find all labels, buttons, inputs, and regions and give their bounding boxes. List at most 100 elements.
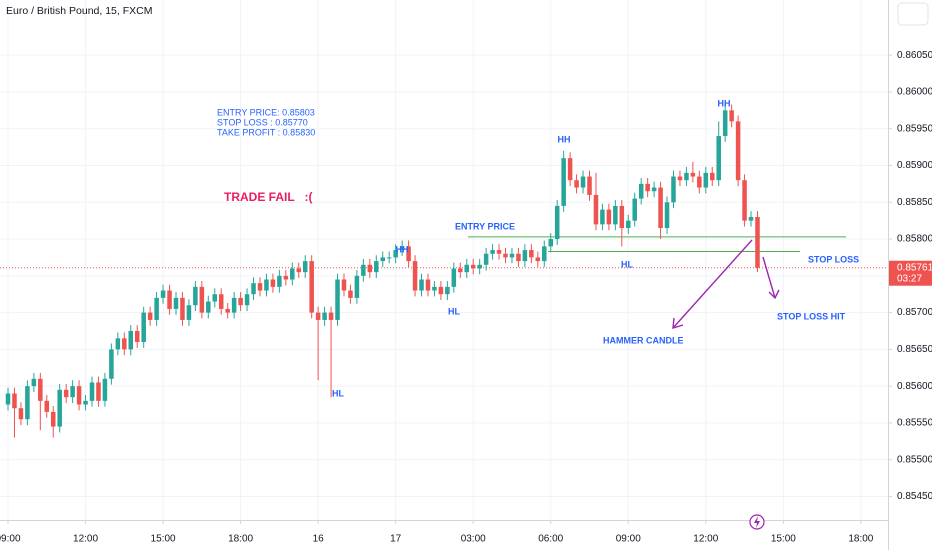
candle-body [671,176,676,203]
candle-body [574,180,579,188]
arrow-head [768,289,780,300]
candle-body [89,382,95,401]
candle-body [160,290,166,298]
candle-body [83,400,88,405]
x-tick-label: 18:00 [848,534,873,545]
candle-body [755,216,760,268]
candle-body [548,239,553,247]
candle-body [38,378,43,401]
arrow-head [672,317,684,329]
candle-body [206,301,211,313]
arrows [672,239,780,329]
candle-body [122,338,127,350]
swing-label: HL [621,259,633,269]
candle-body [619,205,625,229]
candle-body [748,216,754,221]
candle-body [218,294,224,309]
x-tick-label: 16 [313,534,325,545]
y-tick-label: 0.85800 [897,234,932,245]
x-tick-label: 18:00 [228,534,253,545]
swing-label: HH [396,244,409,254]
swing-label: HH [558,134,571,144]
candle-body [451,268,457,287]
swing-label: HH [718,98,731,108]
candle-body [212,294,218,302]
candle-body [277,275,282,287]
candle-body [651,187,657,192]
entry-info: STOP LOSS : 0.85770 [217,117,308,127]
candle-body [96,382,101,401]
candle-body [173,297,179,309]
candle-body [231,297,237,313]
candle-body [315,312,321,320]
candle-body [380,257,386,262]
menu-button[interactable] [897,2,929,26]
candle-body [529,250,534,258]
candle-body [716,136,721,181]
candle-body [44,400,50,412]
candle-body [341,279,347,291]
candle-body [600,209,605,225]
y-tick-label: 0.85650 [897,344,932,355]
candle-body [225,308,230,313]
candle-body [31,378,37,387]
y-tick-label: 0.85450 [897,491,932,502]
candle-body [251,283,256,295]
x-tick-label: 12:00 [693,534,718,545]
candle-body [735,121,741,181]
candle-body [167,290,172,309]
countdown: 03:27 [897,273,922,284]
candle-body [386,257,392,259]
candle-body [626,220,631,229]
candle-body [76,386,82,405]
candle-body [503,253,508,258]
x-tick-label: 12:00 [73,534,98,545]
candle-body [567,158,573,181]
candle-body [115,338,121,350]
y-tick-label: 0.85550 [897,418,932,429]
x-tick-label: 09:00 [616,534,641,545]
candle-body [464,264,470,273]
y-tick-label: 0.86000 [897,87,932,98]
candle-body [580,176,586,188]
candle-body [613,205,618,225]
swing-label: HL [332,388,344,398]
candle-body [296,268,302,273]
candle-body [63,389,69,398]
candle-body [606,209,612,225]
candle-body [458,268,463,273]
candle-body [193,286,198,306]
x-tick-label: 03:00 [461,534,486,545]
candle-body [70,386,75,398]
candle-body [348,290,353,298]
candle-body [244,294,250,306]
event-icon[interactable] [749,514,765,530]
candle-body [438,286,444,295]
candle-body [522,250,528,262]
candle-body [109,349,114,379]
candle-body [729,110,734,122]
candle-body [432,286,437,291]
candle-body [354,275,360,298]
candle-body [561,158,566,206]
arrow [762,256,776,299]
candle-body [102,378,108,401]
y-tick-label: 0.85500 [897,454,932,465]
candle-body [483,253,489,265]
candle-body [496,250,502,254]
candle-body [283,275,289,280]
candle-body [335,279,340,320]
candle-body [322,312,327,320]
candle-body [270,279,276,287]
candle-body [593,194,599,225]
candle-body [722,110,728,137]
candle-body [690,172,696,177]
candle-body [399,246,405,251]
arrow [672,239,753,329]
x-tick-label: 17 [390,534,402,545]
candle-body [709,172,715,181]
y-tick-label: 0.85700 [897,307,932,318]
y-tick-label: 0.85600 [897,381,932,392]
